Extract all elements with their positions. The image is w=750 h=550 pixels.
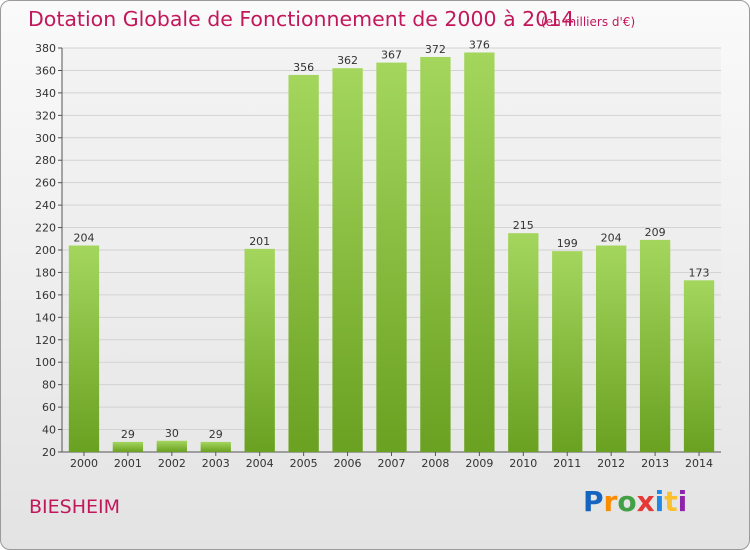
bar-2010 (508, 233, 539, 452)
y-tick-label: 20 (42, 446, 56, 459)
y-tick-label: 120 (35, 334, 56, 347)
x-tick-label: 2014 (685, 457, 713, 470)
place-name: BIESHEIM (29, 496, 120, 518)
x-tick-label: 2010 (509, 457, 537, 470)
y-tick-label: 60 (42, 401, 56, 414)
bar-2002 (156, 440, 187, 452)
chart-title: Dotation Globale de Fonctionnement de 20… (28, 7, 575, 31)
bar-2003 (200, 441, 231, 452)
bar-2005 (288, 74, 319, 452)
data-label: 204 (73, 232, 94, 245)
bar-2013 (639, 239, 671, 452)
y-tick-label: 340 (35, 87, 56, 100)
y-tick-label: 320 (35, 109, 56, 122)
bar-2004 (244, 248, 275, 452)
data-label: 173 (689, 266, 710, 279)
x-tick-label: 2003 (202, 457, 230, 470)
y-tick-label: 220 (35, 222, 56, 235)
bar-2012 (596, 245, 627, 452)
x-tick-label: 2005 (290, 457, 318, 470)
y-tick-label: 100 (35, 356, 56, 369)
y-tick-label: 240 (35, 199, 56, 212)
x-tick-label: 2011 (553, 457, 581, 470)
data-label: 201 (249, 235, 270, 248)
bar-2006 (332, 68, 363, 452)
data-label: 199 (557, 237, 578, 250)
y-tick-label: 180 (35, 266, 56, 279)
y-tick-label: 260 (35, 177, 56, 190)
bar-2007 (376, 62, 407, 452)
x-tick-label: 2001 (114, 457, 142, 470)
bar-2014 (683, 280, 715, 452)
y-tick-label: 300 (35, 132, 56, 145)
y-tick-label: 200 (35, 244, 56, 257)
data-label: 30 (165, 427, 179, 440)
y-tick-label: 280 (35, 154, 56, 167)
x-tick-label: 2004 (246, 457, 274, 470)
data-label: 29 (121, 428, 135, 441)
y-tick-label: 380 (35, 42, 56, 55)
data-label: 367 (381, 49, 402, 62)
bar-2001 (112, 441, 144, 452)
data-label: 215 (513, 219, 534, 232)
data-label: 362 (337, 54, 358, 67)
y-tick-label: 140 (35, 311, 56, 324)
x-tick-label: 2007 (378, 457, 406, 470)
y-tick-label: 40 (42, 424, 56, 437)
x-tick-label: 2009 (465, 457, 493, 470)
proxiti-logo: Proxiti (583, 485, 688, 518)
x-tick-label: 2013 (641, 457, 669, 470)
x-tick-label: 2000 (70, 457, 98, 470)
y-tick-label: 160 (35, 289, 56, 302)
x-tick-label: 2006 (334, 457, 362, 470)
data-label: 29 (209, 428, 223, 441)
data-label: 204 (601, 232, 622, 245)
data-label: 356 (293, 61, 314, 74)
unit-note: (en milliers d'€) (541, 15, 636, 29)
y-tick-label: 80 (42, 379, 56, 392)
x-tick-label: 2012 (597, 457, 625, 470)
x-tick-label: 2002 (158, 457, 186, 470)
bar-2000 (68, 245, 100, 452)
data-label: 376 (469, 38, 490, 51)
bar-2009 (464, 52, 495, 452)
x-tick-label: 2008 (421, 457, 449, 470)
data-label: 209 (645, 226, 666, 239)
bar-2011 (552, 251, 583, 452)
y-tick-label: 360 (35, 64, 56, 77)
bar-2008 (420, 56, 451, 452)
data-label: 372 (425, 43, 446, 56)
